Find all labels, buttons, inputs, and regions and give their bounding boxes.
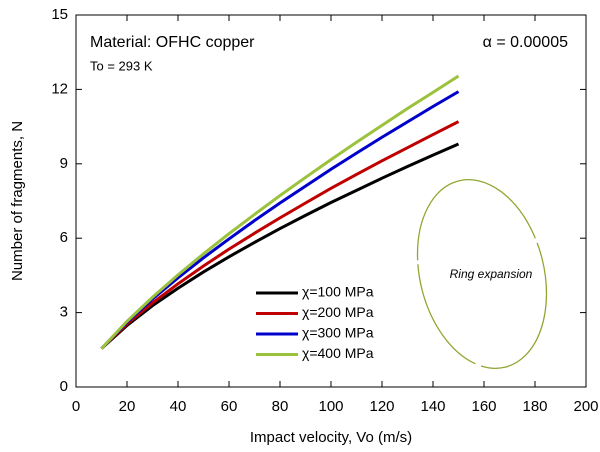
- ring-illustration: [416, 179, 548, 369]
- x-tick-label: 80: [272, 398, 289, 415]
- y-tick-label: 6: [60, 229, 68, 246]
- data-line: [100, 120, 460, 350]
- legend-label: χ=100 MPa: [302, 284, 374, 300]
- x-tick-label: 200: [573, 398, 598, 415]
- legend-label: χ=200 MPa: [302, 304, 374, 320]
- y-tick-label: 12: [51, 80, 68, 97]
- y-tick-label: 9: [60, 155, 68, 172]
- legend-label: χ=400 MPa: [302, 345, 374, 361]
- legend-label: χ=300 MPa: [302, 325, 374, 341]
- annotation: Ring expansion: [450, 267, 533, 281]
- data-line: [100, 74, 460, 350]
- x-tick-label: 140: [420, 398, 445, 415]
- x-tick-label: 40: [170, 398, 187, 415]
- data-line: [100, 142, 460, 350]
- x-tick-label: 20: [119, 398, 136, 415]
- x-tick-label: 0: [72, 398, 80, 415]
- x-tick-label: 100: [318, 398, 343, 415]
- y-tick-label: 15: [51, 6, 68, 23]
- annotation: α = 0.00005: [483, 34, 568, 51]
- y-axis-label: Number of fragments, N: [9, 121, 26, 281]
- y-tick-label: 3: [60, 304, 68, 321]
- x-tick-label: 160: [471, 398, 496, 415]
- annotation: Material: OFHC copper: [90, 34, 255, 51]
- x-axis-label: Impact velocity, Vo (m/s): [250, 429, 412, 446]
- y-tick-label: 0: [60, 378, 68, 395]
- x-tick-label: 60: [221, 398, 238, 415]
- x-tick-label: 120: [369, 398, 394, 415]
- data-line: [100, 90, 460, 350]
- annotation: To = 293 K: [90, 58, 153, 73]
- x-tick-label: 180: [522, 398, 547, 415]
